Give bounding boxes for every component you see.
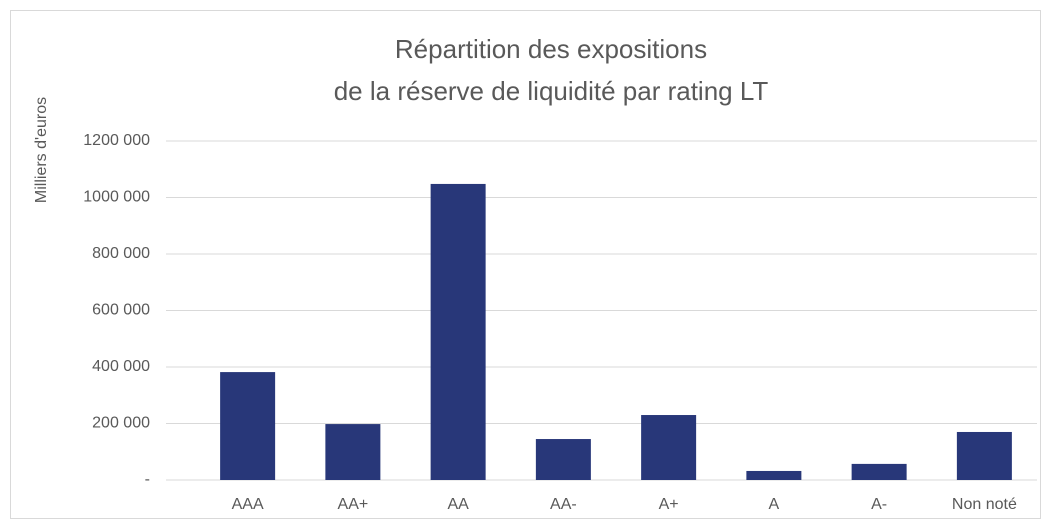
x-tick-label: AA-	[550, 496, 577, 513]
y-tick-label: 400 000	[92, 358, 150, 375]
x-tick-label: AAA	[232, 496, 264, 513]
bar	[851, 463, 907, 480]
y-tick-label: 1000 000	[83, 189, 150, 206]
bar	[220, 372, 276, 480]
y-tick-label: 1200 000	[83, 132, 150, 149]
x-tick-label: Non noté	[952, 496, 1017, 513]
y-tick-label: 600 000	[92, 302, 150, 319]
y-tick-label: -	[145, 471, 150, 488]
chart-frame	[10, 10, 1041, 519]
chart-title: Répartition des expositions	[395, 34, 707, 64]
y-axis-label: Milliers d'euros	[33, 97, 50, 203]
y-tick-label: 800 000	[92, 245, 150, 262]
y-tick-label: 200 000	[92, 415, 150, 432]
x-tick-label: A+	[659, 496, 679, 513]
x-tick-label: A	[769, 496, 780, 513]
x-tick-label: AA+	[338, 496, 369, 513]
bar	[325, 424, 381, 480]
chart-title: de la réserve de liquidité par rating LT	[334, 76, 769, 106]
bar	[430, 183, 486, 480]
bar	[956, 431, 1012, 480]
x-tick-label: A-	[871, 496, 887, 513]
bar	[535, 439, 591, 480]
bar	[746, 470, 802, 480]
x-tick-label: AA	[447, 496, 469, 513]
bar	[641, 415, 697, 480]
